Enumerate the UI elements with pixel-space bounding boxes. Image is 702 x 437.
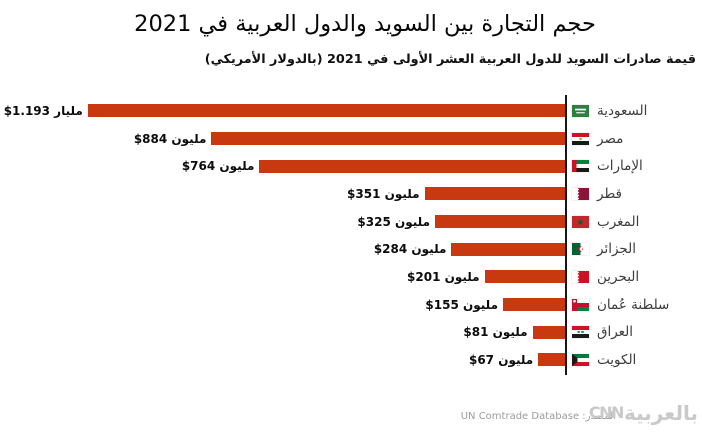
bar-algeria[interactable] <box>451 242 565 256</box>
bar-uae[interactable] <box>259 159 565 173</box>
bar-row-bahrain: $201 مليون البحرين <box>0 263 702 291</box>
flag-algeria-icon <box>572 243 589 256</box>
cnn-arabic-logo: بالعربية CNN <box>589 403 698 423</box>
bar-oman[interactable] <box>503 298 565 312</box>
bar-value-label: $284 مليون <box>373 242 447 257</box>
flag-qatar-icon <box>572 187 589 200</box>
bar-chart: $1.193 مليار السعودية $884 مليون مصر $76… <box>0 97 702 374</box>
bar-saudi-arabia[interactable] <box>87 104 565 118</box>
country-label-bahrain: البحرين <box>597 268 640 285</box>
bar-value-label: $155 مليون <box>425 297 498 312</box>
bar-iraq[interactable] <box>532 325 565 339</box>
bar-value-label: $764 مليون <box>181 159 255 174</box>
country-label-saudi-arabia: السعودية <box>597 102 648 119</box>
bar-kuwait[interactable] <box>538 353 565 367</box>
flag-oman-icon <box>572 298 589 311</box>
baseline-axis <box>565 95 567 375</box>
bar-qatar[interactable] <box>424 187 565 201</box>
bar-row-oman: $155 مليون سلطنة عُمان <box>0 291 702 319</box>
flag-iraq-icon <box>572 326 589 339</box>
chart-title: حجم التجارة بين السويد والدول العربية في… <box>134 11 596 37</box>
flag-kuwait-icon <box>572 354 589 367</box>
bar-row-saudi-arabia: $1.193 مليار السعودية <box>0 97 702 125</box>
chart-subtitle: قيمة صادرات السويد للدول العربية العشر ا… <box>204 52 696 67</box>
bar-row-qatar: $351 مليون قطر <box>0 180 702 208</box>
flag-saudi-arabia-icon <box>572 104 589 117</box>
country-label-algeria: الجزائر <box>597 241 636 258</box>
bar-value-label: $1.193 مليار <box>3 103 83 118</box>
bar-value-label: $67 مليون <box>468 353 534 368</box>
bar-row-iraq: $81 مليون العراق <box>0 319 702 347</box>
country-label-morocco: المغرب <box>597 213 640 230</box>
country-label-uae: الإمارات <box>597 158 643 175</box>
bar-value-label: $884 مليون <box>133 131 207 146</box>
flag-bahrain-icon <box>572 270 589 283</box>
bar-row-kuwait: $67 مليون الكويت <box>0 346 702 374</box>
country-label-egypt: مصر <box>597 130 624 147</box>
cnn-logo-icon: CNN <box>588 403 625 422</box>
country-label-qatar: قطر <box>597 185 622 202</box>
bar-value-label: $351 مليون <box>347 186 420 201</box>
logo-arabic-text: بالعربية <box>623 401 698 425</box>
country-label-iraq: العراق <box>597 324 634 341</box>
flag-morocco-icon <box>572 215 589 228</box>
country-label-oman: سلطنة عُمان <box>597 296 670 313</box>
country-label-kuwait: الكويت <box>597 352 637 369</box>
bar-row-algeria: $284 مليون الجزائر <box>0 235 702 263</box>
bar-row-morocco: $325 مليون المغرب <box>0 208 702 236</box>
bar-value-label: $325 مليون <box>357 214 430 229</box>
bar-egypt[interactable] <box>211 131 565 145</box>
bar-value-label: $81 مليون <box>463 325 528 340</box>
bar-value-label: $201 مليون <box>407 269 480 284</box>
bar-row-egypt: $884 مليون مصر <box>0 125 702 153</box>
flag-egypt-icon <box>572 132 589 145</box>
bar-bahrain[interactable] <box>484 270 565 284</box>
flag-uae-icon <box>572 160 589 173</box>
source-credit: المصدر: UN Comtrade Database <box>460 411 616 422</box>
bar-morocco[interactable] <box>435 215 565 229</box>
bar-row-uae: $764 مليون الإمارات <box>0 152 702 180</box>
